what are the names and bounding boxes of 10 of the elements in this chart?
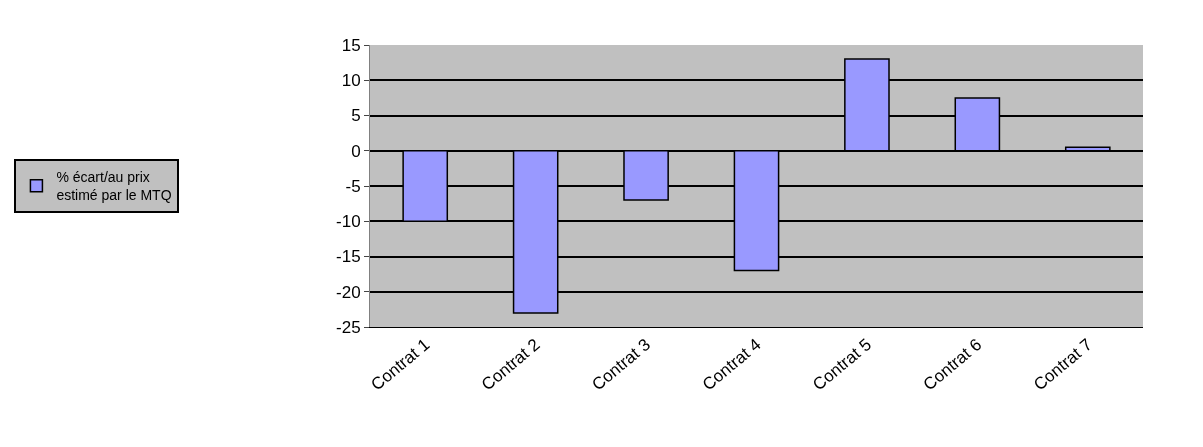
legend-label: % écart/au prix estimé par le MTQ xyxy=(56,169,172,204)
y-tick-label: -20 xyxy=(336,282,361,302)
y-tick-label: 15 xyxy=(341,35,361,55)
y-tick-label: 5 xyxy=(351,106,361,126)
y-tick-label: -10 xyxy=(336,212,361,232)
y-tick-label: -15 xyxy=(336,247,361,267)
y-tick-label: 0 xyxy=(351,141,361,161)
y-tick-label: -25 xyxy=(336,317,361,337)
y-tick-label: -5 xyxy=(345,176,361,196)
y-tick-label: 10 xyxy=(341,71,361,91)
